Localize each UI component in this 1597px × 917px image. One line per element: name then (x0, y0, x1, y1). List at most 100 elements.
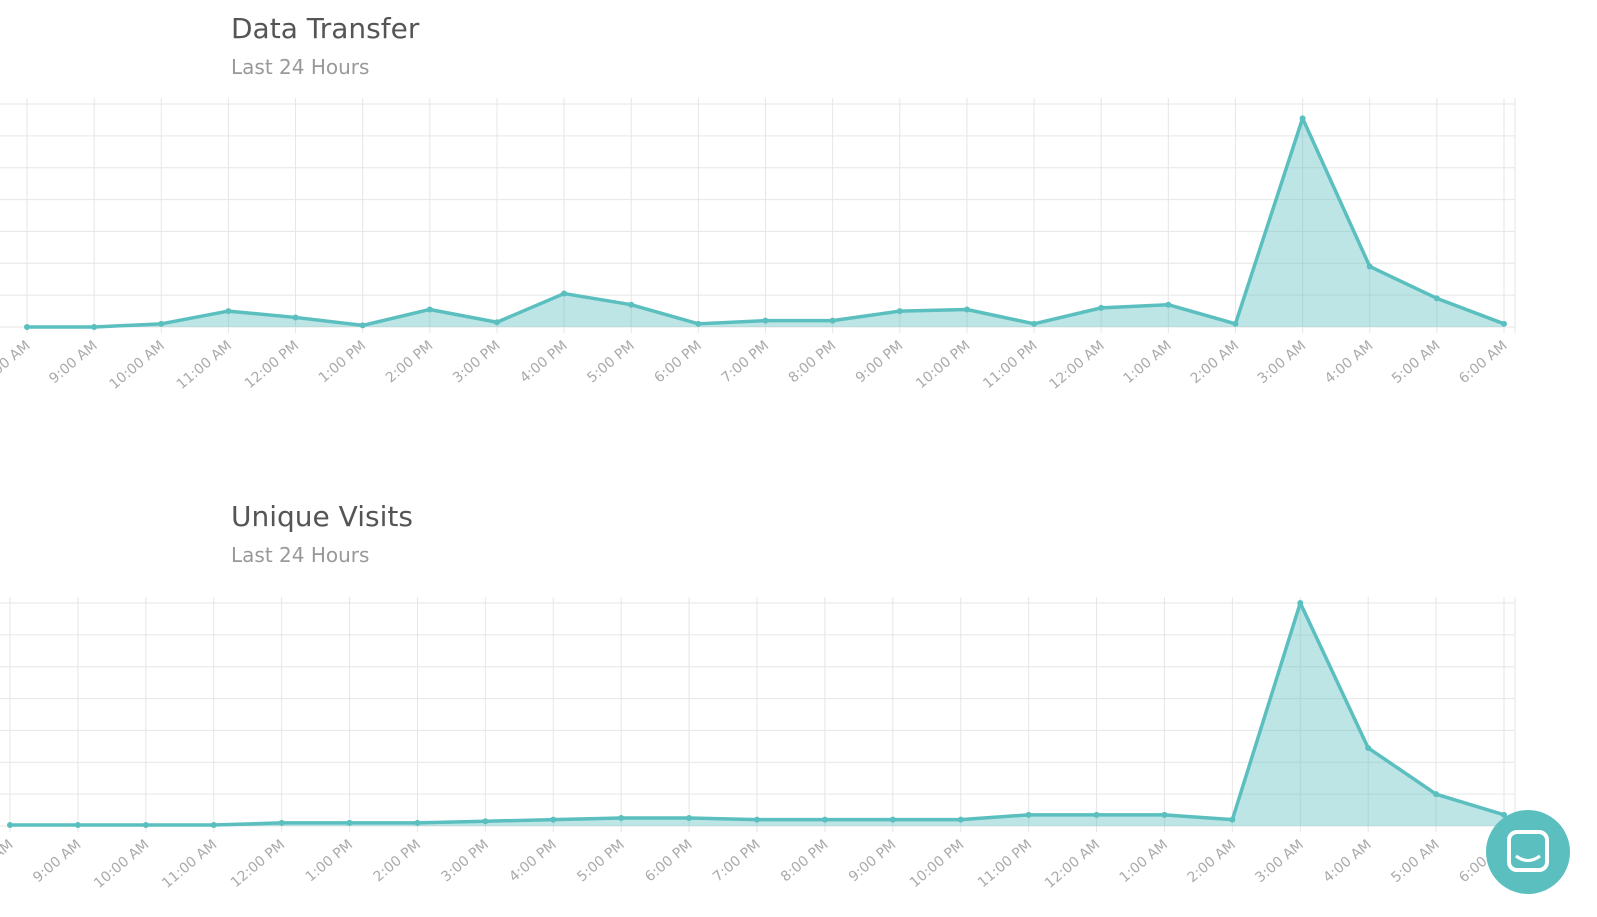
data-point (1093, 811, 1100, 818)
data-point (1366, 263, 1373, 270)
x-tick-label: 9:00 AM (46, 338, 100, 387)
data-point (74, 822, 81, 829)
data-point (686, 815, 693, 822)
data-point (1433, 295, 1440, 302)
data-point (762, 317, 769, 324)
chart-subtitle: Last 24 Hours (231, 55, 369, 79)
x-tick-label: 5:00 PM (574, 837, 628, 886)
x-tick-label: 1:00 PM (303, 837, 357, 886)
data-point (346, 819, 353, 826)
x-tick-label: 4:00 PM (506, 837, 560, 886)
data-point (1297, 600, 1304, 606)
data-point (24, 324, 30, 330)
x-tick-label: 2:00 PM (383, 338, 437, 387)
x-tick-label: 8:00 AM (0, 837, 17, 886)
data-point (754, 816, 760, 823)
x-tick-label: 2:00 PM (371, 837, 425, 886)
data-point (1031, 320, 1038, 327)
x-tick-label: 12:00 PM (228, 837, 288, 891)
data-point (210, 822, 217, 829)
x-tick-label: 4:00 PM (517, 338, 571, 387)
data-point (963, 306, 970, 313)
x-tick-label: 9:00 PM (853, 338, 907, 387)
data-point (359, 322, 366, 329)
x-tick-label: 2:00 AM (1188, 338, 1242, 387)
x-tick-label: 3:00 AM (1252, 837, 1306, 886)
data-point (889, 816, 896, 823)
x-tick-label: 9:00 PM (846, 837, 900, 886)
data-point (1025, 811, 1032, 818)
data-point (1299, 115, 1306, 122)
data-point (292, 314, 299, 321)
x-tick-label: 5:00 AM (1389, 338, 1443, 387)
x-tick-label: 6:00 AM (1456, 338, 1510, 387)
x-tick-label: 7:00 PM (719, 338, 773, 387)
x-tick-label: 6:00 PM (642, 837, 696, 886)
data-point (695, 320, 702, 327)
data-point (1165, 301, 1172, 308)
x-tick-label: 10:00 PM (913, 338, 973, 392)
x-tick-label: 10:00 PM (907, 837, 967, 891)
data-point (821, 816, 828, 823)
x-tick-label: 4:00 AM (1322, 338, 1376, 387)
chat-button[interactable] (1486, 810, 1570, 894)
data-point (561, 290, 568, 297)
x-tick-label: 1:00 AM (1121, 338, 1175, 387)
chart-title: Data Transfer (231, 12, 420, 45)
data-point (618, 815, 625, 822)
data-point (1501, 320, 1507, 327)
data-point (1232, 320, 1239, 327)
x-tick-label: 3:00 PM (450, 338, 504, 387)
x-tick-label: 4:00 AM (1320, 837, 1374, 886)
data-point (91, 324, 98, 330)
data-point (628, 301, 635, 308)
data-point (278, 819, 285, 826)
x-tick-label: 3:00 AM (1255, 338, 1309, 387)
x-tick-label: 1:00 AM (1117, 837, 1171, 886)
chart-subtitle: Last 24 Hours (231, 543, 369, 567)
x-tick-label: 11:00 AM (159, 837, 220, 892)
data-point (1433, 791, 1440, 798)
data-point (426, 306, 433, 313)
x-tick-label: 10:00 AM (91, 837, 152, 892)
data-point (896, 308, 903, 315)
data-point (414, 819, 421, 826)
x-tick-label: 11:00 AM (174, 338, 235, 393)
data-point (493, 319, 500, 326)
data-point (1161, 811, 1168, 818)
data-point (1501, 811, 1507, 818)
data-point (7, 822, 13, 829)
x-tick-label: 10:00 AM (107, 338, 168, 393)
data-point (142, 822, 149, 829)
x-tick-label: 3:00 PM (438, 837, 492, 886)
data-point (829, 317, 836, 324)
x-tick-label: 1:00 PM (316, 338, 370, 387)
data-point (225, 308, 232, 315)
x-tick-label: 8:00 PM (778, 837, 832, 886)
chart-title: Unique Visits (231, 500, 413, 533)
data-point (1365, 744, 1372, 751)
x-tick-label: 2:00 AM (1185, 837, 1239, 886)
area-fill (27, 118, 1504, 327)
x-tick-label: 12:00 PM (242, 338, 302, 392)
x-tick-label: 5:00 AM (1388, 837, 1442, 886)
data-point (550, 816, 557, 823)
x-tick-label: 6:00 PM (651, 338, 705, 387)
x-tick-label: 11:00 PM (980, 338, 1040, 392)
x-tick-label: 9:00 AM (30, 837, 84, 886)
data-point (1229, 816, 1236, 823)
area-fill (10, 603, 1504, 826)
data-point (957, 816, 964, 823)
data-point (158, 320, 165, 327)
x-tick-label: 11:00 PM (975, 837, 1035, 891)
data-point (1098, 304, 1105, 311)
x-tick-label: 12:00 AM (1042, 837, 1103, 892)
x-tick-label: 12:00 AM (1047, 338, 1108, 393)
x-tick-label: 5:00 PM (584, 338, 638, 387)
data-point (482, 818, 489, 825)
x-tick-label: 8:00 PM (786, 338, 840, 387)
x-tick-label: 7:00 PM (710, 837, 764, 886)
x-tick-label: 8:00 AM (0, 338, 34, 387)
